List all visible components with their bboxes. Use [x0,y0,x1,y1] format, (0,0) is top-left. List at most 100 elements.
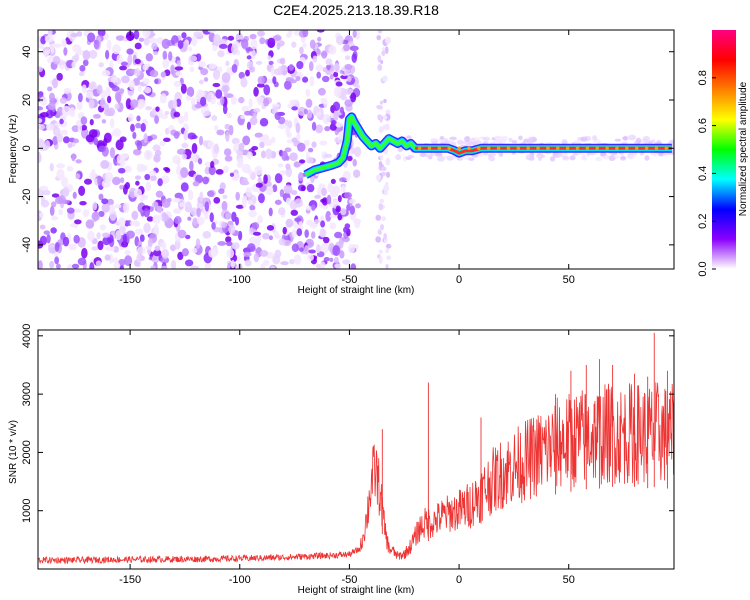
heatmap-cell [377,30,383,34]
heatmap-cell [463,155,469,160]
heatmap-cell [104,171,114,182]
heatmap-cell [329,73,334,80]
heatmap-cell [133,188,142,198]
heatmap-cell [346,75,352,83]
heatmap-cell [176,165,182,176]
heatmap-cell [333,62,340,73]
snr-y-ticks: 4000 3000 2000 1000 [21,324,674,523]
heatmap-cell [118,217,126,227]
heatmap-cell [100,97,106,109]
heatmap-cell [114,91,122,102]
heatmap-cell [78,185,86,196]
heatmap-cell [96,232,101,240]
heatmap-cell [134,228,144,235]
heatmap-cell [324,126,331,132]
heatmap-cell [378,249,383,254]
heatmap-cell [149,37,158,44]
heatmap-cell [54,256,60,265]
heatmap-cell [298,172,304,182]
heatmap-cell [385,248,390,254]
heatmap-cell [381,216,386,222]
heatmap-cell [228,224,236,235]
heatmap-cell [320,220,326,228]
heatmap-cell [235,204,245,209]
heatmap-cell [190,151,197,162]
heatmap-cell [104,254,111,261]
heatmap-cell [311,141,317,148]
heatmap-cell [170,64,175,75]
heatmap-cell [153,51,159,56]
heatmap-cell [120,61,128,66]
heatmap-cell [173,111,181,118]
heatmap-cell [100,159,110,169]
heatmap-cell [299,46,304,55]
heatmap-cell [216,129,225,136]
heatmap-cell [272,35,282,41]
heatmap-cell [341,184,346,194]
heatmap-cell [285,218,294,228]
colorbar-tick-label: 0.0 [697,261,709,276]
heatmap-cell [196,216,205,225]
heatmap-cell [78,92,83,103]
heatmap-cell [161,265,168,269]
heatmap-cell [321,50,328,59]
heatmap-cell [350,92,357,103]
heatmap-cell [180,182,189,192]
heatmap-cell [106,95,112,104]
heatmap-cell [315,64,324,72]
heatmap-cell [185,234,191,240]
heatmap-cell [257,176,262,185]
heatmap-cell [344,223,351,229]
heatmap-cell [191,134,198,140]
x-tick-label: 0 [456,574,462,586]
signal-track-dot [516,146,521,151]
heatmap-cell [39,112,49,118]
heatmap-cell [620,155,626,160]
heatmap-cell [98,145,106,153]
spectrogram-y-label: Frequency (Hz) [8,115,19,184]
heatmap-cell [213,143,219,154]
colorbar-tick-label: 0.8 [697,70,709,85]
signal-track-core [415,146,672,155]
heatmap-cell [306,219,314,226]
heatmap-cell [305,88,311,97]
x-tick-label: -150 [119,574,141,586]
heatmap-cell [254,165,263,176]
heatmap-cell [164,110,170,115]
heatmap-cell [180,167,189,179]
heatmap-cell [352,159,357,167]
heatmap-cell [260,150,266,159]
heatmap-cell [93,39,100,50]
heatmap-cell [278,238,286,246]
heatmap-cell [339,106,344,114]
heatmap-cell [274,199,282,205]
heatmap-cell [267,37,276,49]
heatmap-cell [88,49,98,59]
heatmap-cell [161,212,167,219]
heatmap-cell [477,152,484,157]
heatmap-cell [274,112,281,121]
snr-x-ticks: -150 -100 -50 0 50 [119,330,575,586]
heatmap-cell [101,70,111,77]
heatmap-cell [186,86,195,98]
heatmap-cell [262,259,270,266]
heatmap-cell [309,75,315,87]
heatmap-cell [402,155,407,162]
heatmap-cell [383,232,387,240]
heatmap-cell [240,77,248,88]
heatmap-cell [280,261,289,266]
heatmap-cell [333,86,342,98]
y-tick-label: 40 [21,46,33,58]
heatmap-cell [335,122,343,128]
heatmap-cell [208,63,217,70]
heatmap-cell [67,263,73,269]
heatmap-cell [501,135,508,141]
heatmap-cell [136,115,141,122]
heatmap-cell [305,98,313,108]
heatmap-cell [173,208,180,214]
snr-y-label: SNR (10 * v/v) [8,420,19,484]
heatmap-cell [283,184,293,194]
heatmap-cell [276,42,281,50]
heatmap-cell [209,212,214,223]
signal-track-dot [526,146,530,151]
